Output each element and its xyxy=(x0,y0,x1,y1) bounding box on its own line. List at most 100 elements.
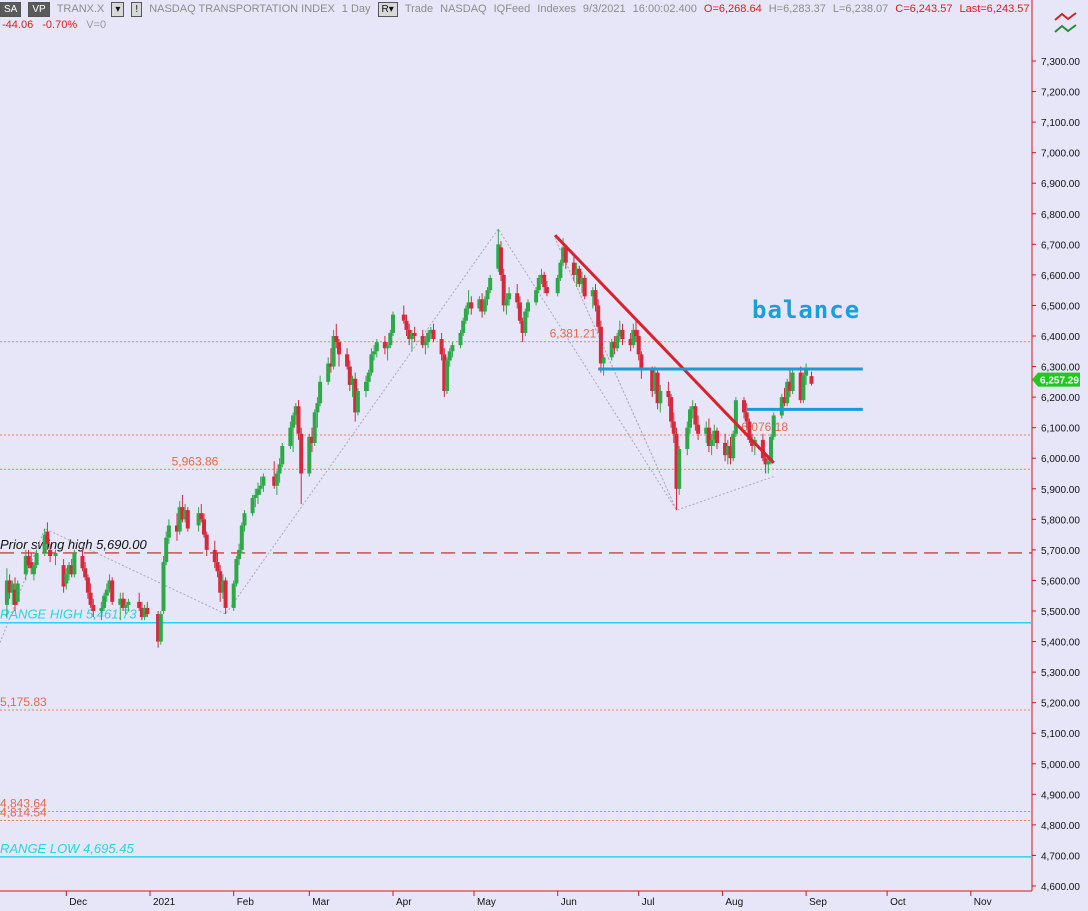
candle-body[interactable] xyxy=(688,409,692,428)
candle-body[interactable] xyxy=(31,565,36,575)
candle-body[interactable] xyxy=(520,320,525,333)
candle-body[interactable] xyxy=(291,415,296,428)
candle-body[interactable] xyxy=(523,311,528,333)
candle-body[interactable] xyxy=(142,607,147,618)
candle-body[interactable] xyxy=(539,274,544,278)
candle-body[interactable] xyxy=(571,262,576,275)
candle-body[interactable] xyxy=(563,247,568,263)
candle-body[interactable] xyxy=(26,555,31,566)
candle-body[interactable] xyxy=(669,397,674,422)
trendline[interactable] xyxy=(553,234,775,464)
candle-body[interactable] xyxy=(747,421,752,440)
candle-body[interactable] xyxy=(53,552,58,556)
candle-body[interactable] xyxy=(766,461,771,465)
candle-body[interactable] xyxy=(326,363,331,382)
candle-body[interactable] xyxy=(750,439,755,446)
candle-body[interactable] xyxy=(804,370,809,376)
candle-body[interactable] xyxy=(61,565,66,587)
candle-body[interactable] xyxy=(463,308,468,321)
candle-body[interactable] xyxy=(655,372,660,404)
candle-body[interactable] xyxy=(628,339,633,346)
symbol-dropdown-icon[interactable]: ▾ xyxy=(111,1,125,17)
candle-body[interactable] xyxy=(183,510,188,520)
candle-body[interactable] xyxy=(612,342,617,349)
candle-body[interactable] xyxy=(29,562,34,569)
candle-body[interactable] xyxy=(185,510,190,529)
candle-body[interactable] xyxy=(15,583,20,602)
candle-body[interactable] xyxy=(253,494,258,498)
candle-body[interactable] xyxy=(634,329,638,336)
candle-body[interactable] xyxy=(126,601,131,605)
candle-body[interactable] xyxy=(104,589,109,596)
candle-body[interactable] xyxy=(13,589,17,605)
candle-body[interactable] xyxy=(499,247,503,275)
candle-body[interactable] xyxy=(801,375,806,401)
candle-body[interactable] xyxy=(102,595,107,608)
candle-body[interactable] xyxy=(609,342,614,358)
candle-body[interactable] xyxy=(790,372,795,391)
candle-body[interactable] xyxy=(139,607,144,618)
candle-body[interactable] xyxy=(145,607,150,615)
candle-body[interactable] xyxy=(350,378,355,385)
candle-body[interactable] xyxy=(515,293,520,303)
candle-body[interactable] xyxy=(709,439,714,446)
candle-body[interactable] xyxy=(504,299,509,306)
candle-body[interactable] xyxy=(196,513,201,526)
candle-body[interactable] xyxy=(809,376,814,384)
candle-body[interactable] xyxy=(596,305,601,327)
candle-body[interactable] xyxy=(447,351,452,361)
candle-body[interactable] xyxy=(420,335,425,346)
candle-body[interactable] xyxy=(180,507,185,520)
interval[interactable]: 1 Day xyxy=(341,3,371,15)
candle-body[interactable] xyxy=(733,400,738,434)
candle-body[interactable] xyxy=(110,580,115,602)
candle-body[interactable] xyxy=(34,552,39,566)
candle-body[interactable] xyxy=(137,601,142,608)
candle-body[interactable] xyxy=(450,345,455,352)
candle-body[interactable] xyxy=(744,412,749,422)
candle-body[interactable] xyxy=(601,357,606,364)
candle-body[interactable] xyxy=(161,562,166,611)
candle-body[interactable] xyxy=(334,335,339,343)
candle-body[interactable] xyxy=(310,436,314,443)
candle-body[interactable] xyxy=(256,488,260,495)
candle-body[interactable] xyxy=(725,445,730,456)
candle-body[interactable] xyxy=(534,290,539,303)
candle-body[interactable] xyxy=(561,247,566,263)
candle-body[interactable] xyxy=(428,329,433,333)
candle-body[interactable] xyxy=(488,277,493,291)
candle-body[interactable] xyxy=(385,345,390,349)
candle-body[interactable] xyxy=(580,277,584,285)
candle-body[interactable] xyxy=(482,299,487,312)
candle-body[interactable] xyxy=(223,580,228,608)
candle-body[interactable] xyxy=(501,274,506,306)
candle-body[interactable] xyxy=(615,335,620,349)
candle-body[interactable] xyxy=(731,433,736,459)
candle-body[interactable] xyxy=(558,262,563,278)
candle-body[interactable] xyxy=(574,268,579,275)
candle-body[interactable] xyxy=(639,354,644,370)
candle-body[interactable] xyxy=(318,381,323,404)
candle-body[interactable] xyxy=(274,473,279,486)
candle-body[interactable] xyxy=(785,381,790,404)
candle-body[interactable] xyxy=(83,568,88,578)
candle-body[interactable] xyxy=(67,565,71,575)
candle-body[interactable] xyxy=(72,552,77,575)
candle-body[interactable] xyxy=(237,549,242,560)
candle-body[interactable] xyxy=(299,433,304,474)
candle-body[interactable] xyxy=(166,525,171,538)
candle-body[interactable] xyxy=(69,565,74,575)
candle-body[interactable] xyxy=(431,329,436,340)
candle-body[interactable] xyxy=(677,449,682,489)
candle-body[interactable] xyxy=(215,562,220,572)
candle-body[interactable] xyxy=(693,406,698,425)
candle-body[interactable] xyxy=(404,320,409,330)
candle-body[interactable] xyxy=(480,299,485,312)
candle-body[interactable] xyxy=(7,580,12,593)
candle-body[interactable] xyxy=(423,342,428,346)
candle-body[interactable] xyxy=(598,326,603,364)
candle-body[interactable] xyxy=(442,354,447,391)
candle-body[interactable] xyxy=(658,390,663,404)
candle-body[interactable] xyxy=(315,403,320,413)
